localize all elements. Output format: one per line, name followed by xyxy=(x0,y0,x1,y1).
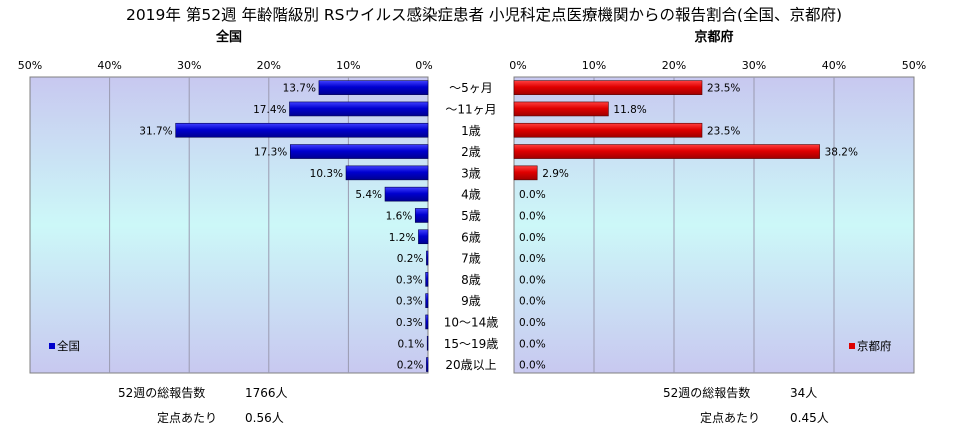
kyoto-x-tick-label: 0% xyxy=(509,59,526,72)
kyoto-plot-area xyxy=(514,77,914,373)
national-data-label: 0.3% xyxy=(396,274,423,286)
kyoto-bar xyxy=(514,166,537,180)
category-label-20歳以上: 20歳以上 xyxy=(445,358,496,372)
category-label--11ヶ月: ～11ヶ月 xyxy=(445,102,496,116)
kyoto-per-value: 0.45人 xyxy=(790,411,829,425)
kyoto-data-label: 0.0% xyxy=(519,317,546,329)
national-data-label: 1.2% xyxy=(389,232,416,244)
kyoto-data-label: 0.0% xyxy=(519,360,546,372)
national-bar xyxy=(385,187,428,201)
national-data-label: 5.4% xyxy=(355,189,382,201)
kyoto-bar xyxy=(514,123,702,137)
national-bar xyxy=(426,358,428,372)
national-x-tick-label: 10% xyxy=(336,59,360,72)
national-total-label: 52週の総報告数 xyxy=(118,385,205,400)
national-bar xyxy=(426,251,428,265)
national-bar xyxy=(427,336,428,350)
category-label-7歳: 7歳 xyxy=(461,252,481,266)
national-total-value: 1766人 xyxy=(245,386,288,400)
national-x-tick-label: 50% xyxy=(18,59,42,72)
national-data-label: 31.7% xyxy=(139,125,172,137)
national-x-tick-label: 40% xyxy=(97,59,121,72)
national-legend-swatch xyxy=(49,343,55,349)
kyoto-footer: 52週の総報告数 34人 定点あたり 0.45人 xyxy=(663,385,829,425)
category-label-2歳: 2歳 xyxy=(461,145,481,159)
category-label-5歳: 5歳 xyxy=(461,209,481,223)
kyoto-per-label: 定点あたり xyxy=(700,410,760,425)
kyoto-x-tick-label: 40% xyxy=(822,59,846,72)
category-label-4歳: 4歳 xyxy=(461,188,481,202)
national-bar xyxy=(289,102,428,116)
national-legend-label: 全国 xyxy=(57,339,80,353)
category-label-3歳: 3歳 xyxy=(461,166,481,180)
national-data-label: 1.6% xyxy=(386,210,413,222)
national-subtitle: 全国 xyxy=(215,29,242,45)
national-data-label: 0.2% xyxy=(397,253,424,265)
national-bar xyxy=(346,166,428,180)
national-data-label: 0.3% xyxy=(396,317,423,329)
kyoto-legend-swatch xyxy=(849,343,855,349)
kyoto-data-label: 0.0% xyxy=(519,296,546,308)
national-bar xyxy=(319,81,428,95)
kyoto-bar xyxy=(514,81,702,95)
kyoto-data-label: 38.2% xyxy=(825,147,858,159)
kyoto-x-tick-label: 30% xyxy=(742,59,766,72)
national-data-label: 13.7% xyxy=(283,83,316,95)
kyoto-data-label: 0.0% xyxy=(519,189,546,201)
kyoto-data-label: 23.5% xyxy=(707,83,740,95)
kyoto-x-tick-label: 50% xyxy=(902,59,926,72)
category-label-15-19歳: 15～19歳 xyxy=(444,337,499,351)
national-plot-area xyxy=(30,77,428,373)
national-bar xyxy=(415,208,428,222)
kyoto-legend-label: 京都府 xyxy=(857,339,892,353)
national-data-label: 0.2% xyxy=(397,360,424,372)
category-label-10-14歳: 10～14歳 xyxy=(444,315,499,329)
kyoto-x-tick-label: 20% xyxy=(662,59,686,72)
national-data-label: 17.4% xyxy=(253,104,286,116)
national-x-tick-label: 0% xyxy=(415,59,432,72)
kyoto-total-value: 34人 xyxy=(790,386,817,400)
national-bar xyxy=(426,315,428,329)
national-data-label: 0.3% xyxy=(396,296,423,308)
national-data-label: 17.3% xyxy=(254,147,287,159)
national-x-tick-label: 30% xyxy=(177,59,201,72)
category-label-8歳: 8歳 xyxy=(461,273,481,287)
national-bar xyxy=(426,272,428,286)
kyoto-data-label: 0.0% xyxy=(519,253,546,265)
kyoto-data-label: 11.8% xyxy=(613,104,646,116)
category-label--5ヶ月: ～5ヶ月 xyxy=(449,81,493,95)
national-data-label: 0.1% xyxy=(398,338,425,350)
chart-title: 2019年 第52週 年齢階級別 RSウイルス感染症患者 小児科定点医療機関から… xyxy=(126,6,842,24)
kyoto-subtitle: 京都府 xyxy=(694,29,733,45)
kyoto-bar xyxy=(514,145,820,159)
category-label-1歳: 1歳 xyxy=(461,124,481,138)
national-bar xyxy=(426,294,428,308)
kyoto-data-label: 23.5% xyxy=(707,125,740,137)
kyoto-total-label: 52週の総報告数 xyxy=(663,385,750,400)
national-x-tick-label: 20% xyxy=(257,59,281,72)
category-label-9歳: 9歳 xyxy=(461,294,481,308)
category-label-6歳: 6歳 xyxy=(461,230,481,244)
national-bar xyxy=(290,145,428,159)
kyoto-data-label: 0.0% xyxy=(519,210,546,222)
national-data-label: 10.3% xyxy=(310,168,343,180)
kyoto-data-label: 0.0% xyxy=(519,232,546,244)
national-per-value: 0.56人 xyxy=(245,411,284,425)
national-footer: 52週の総報告数 1766人 定点あたり 0.56人 xyxy=(118,385,288,425)
national-bar xyxy=(176,123,428,137)
kyoto-data-label: 0.0% xyxy=(519,274,546,286)
kyoto-data-label: 0.0% xyxy=(519,338,546,350)
kyoto-x-tick-label: 10% xyxy=(582,59,606,72)
national-bar xyxy=(418,230,428,244)
kyoto-data-label: 2.9% xyxy=(542,168,569,180)
national-per-label: 定点あたり xyxy=(157,410,217,425)
kyoto-bar xyxy=(514,102,608,116)
